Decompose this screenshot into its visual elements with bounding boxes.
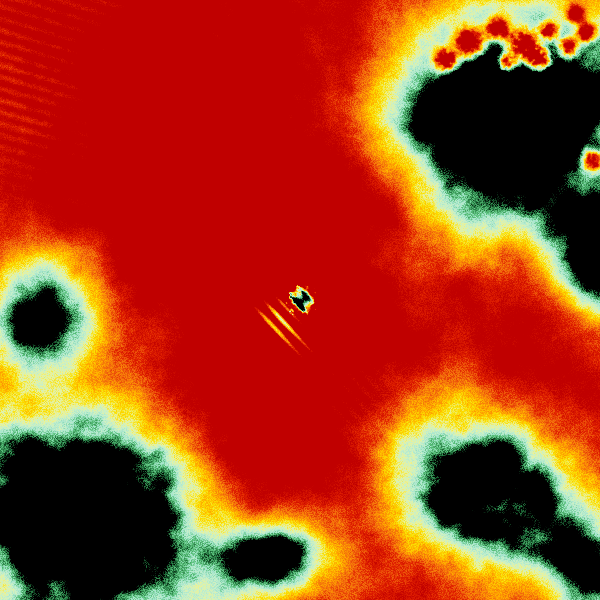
enhanced-infrared-satellite-image: [0, 0, 600, 600]
satellite-image-viewport: [0, 0, 600, 600]
